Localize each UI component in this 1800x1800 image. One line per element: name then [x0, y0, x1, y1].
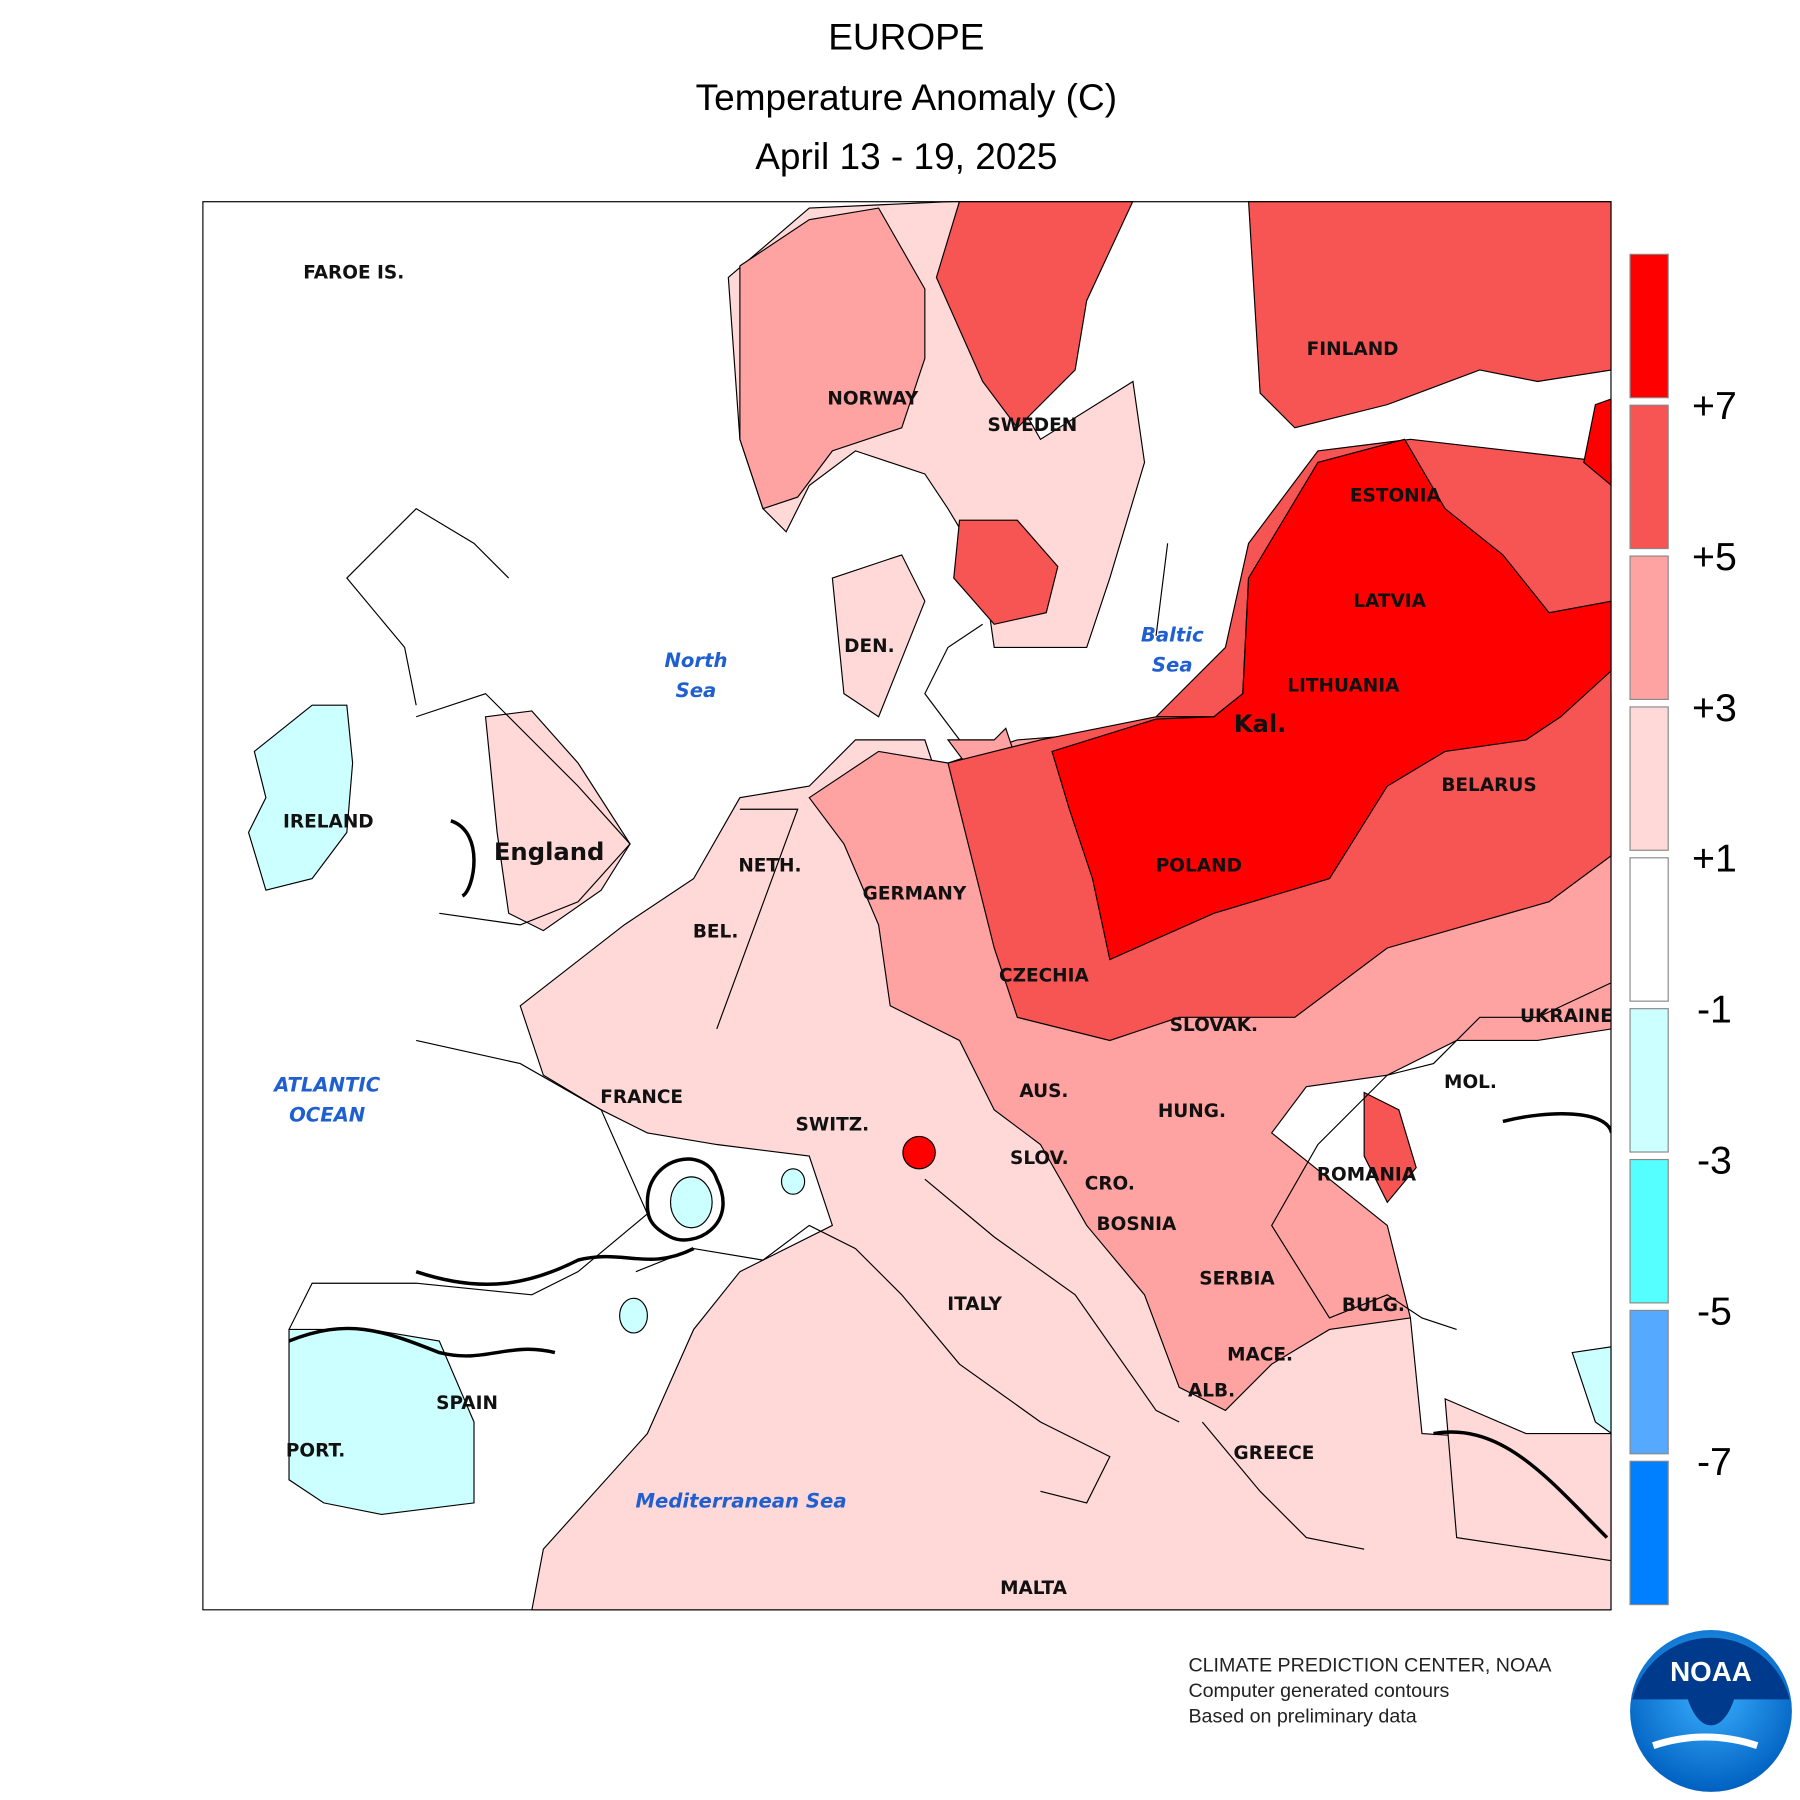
- water-label: Mediterranean Sea: [635, 1490, 846, 1513]
- water-label: OCEAN: [289, 1103, 366, 1126]
- coastline: [288, 507, 1612, 1550]
- country-label: MALTA: [1000, 1578, 1068, 1599]
- country-label: SERBIA: [1199, 1268, 1275, 1289]
- title: EUROPE: [828, 17, 984, 58]
- water-label: Sea: [1152, 654, 1193, 677]
- anomaly-area: [953, 519, 1059, 625]
- water-label: ATLANTIC: [272, 1073, 381, 1096]
- country-label: ROMANIA: [1317, 1164, 1417, 1185]
- anomaly-area: [739, 207, 926, 510]
- map: [202, 201, 1612, 1611]
- map-labels: FAROE IS. NORWAY SWEDEN FINLAND ESTONIA LATVI…: [272, 263, 1613, 1600]
- noaa-logo: NOAA: [1630, 1630, 1792, 1792]
- country-label: LATVIA: [1353, 591, 1426, 612]
- anomaly-area: [247, 704, 354, 891]
- country-label: SWEDEN: [987, 415, 1077, 436]
- water-label: Baltic: [1141, 624, 1204, 647]
- country-label: England: [494, 837, 605, 866]
- legend-tick-label: -3: [1697, 1138, 1732, 1182]
- logo-wave: [1652, 1733, 1759, 1749]
- date-range: April 13 - 19, 2025: [755, 136, 1057, 177]
- country-label: HUNG.: [1158, 1101, 1226, 1122]
- legend-swatch: [1629, 404, 1669, 550]
- country-label: IRELAND: [283, 812, 374, 833]
- anomaly-area: [935, 201, 1134, 429]
- country-label: NETH.: [738, 856, 801, 877]
- country-label: BOSNIA: [1097, 1214, 1177, 1235]
- legend-swatch: [1629, 857, 1669, 1002]
- anomaly-area: [1583, 398, 1612, 487]
- country-label: GREECE: [1234, 1443, 1315, 1464]
- anomaly-area: [669, 1176, 713, 1229]
- country-label: SWITZ.: [796, 1115, 870, 1136]
- credit-line: Computer generated contours: [1188, 1680, 1449, 1702]
- legend-tick-label: -7: [1697, 1440, 1732, 1484]
- legend-swatch: [1629, 1309, 1669, 1455]
- footer: CLIMATE PREDICTION CENTER, NOAA Computer …: [1188, 1655, 1552, 1728]
- country-label: NORWAY: [827, 389, 919, 410]
- country-label: BELARUS: [1441, 775, 1536, 796]
- legend-tick-label: +7: [1692, 384, 1737, 428]
- anomaly-area: [619, 1297, 648, 1334]
- anomaly-area: [1363, 1091, 1417, 1204]
- country-label: FINLAND: [1307, 339, 1399, 360]
- anomaly-area: [1571, 1346, 1612, 1435]
- subtitle: Temperature Anomaly (C): [696, 77, 1117, 118]
- country-label: Kal.: [1234, 709, 1287, 738]
- contour-line: [288, 819, 1612, 1539]
- country-label: POLAND: [1156, 856, 1242, 877]
- country-label: FAROE IS.: [303, 263, 404, 284]
- logo-band: [1632, 1637, 1790, 1726]
- country-label: ALB.: [1188, 1381, 1235, 1402]
- legend-tick-label: -1: [1697, 988, 1732, 1032]
- country-label: SLOV.: [1010, 1148, 1069, 1169]
- legend-tick-label: +3: [1692, 686, 1737, 730]
- legend-swatch: [1629, 253, 1669, 399]
- country-label: BEL.: [693, 922, 739, 943]
- credit-line: Based on preliminary data: [1188, 1706, 1416, 1728]
- legend-swatch: [1629, 1008, 1669, 1153]
- country-label: SPAIN: [436, 1393, 498, 1414]
- country-label: AUS.: [1019, 1081, 1068, 1102]
- water-label: Sea: [676, 679, 717, 702]
- legend-swatch: [1629, 706, 1669, 851]
- country-label: GERMANY: [863, 883, 967, 904]
- country-label: MOL.: [1444, 1072, 1497, 1093]
- country-label: CRO.: [1085, 1174, 1135, 1195]
- anomaly-area: [484, 710, 631, 932]
- country-label: ITALY: [947, 1294, 1002, 1315]
- country-label: DEN.: [844, 636, 894, 657]
- anomaly-area: [288, 1328, 475, 1516]
- country-label: LITHUANIA: [1287, 675, 1400, 696]
- country-label: PORT.: [286, 1441, 345, 1462]
- legend-tick-label: +5: [1692, 535, 1737, 579]
- country-label: UKRAINE: [1520, 1006, 1613, 1027]
- country-label: FRANCE: [600, 1087, 683, 1108]
- color-legend: +7 +5 +3 +1 -1 -3 -5 -7: [1629, 253, 1737, 1606]
- anomaly-area: [831, 554, 926, 718]
- legend-swatch: [1629, 1158, 1669, 1304]
- anomaly-area: [902, 1135, 936, 1170]
- legend-tick-label: +1: [1692, 837, 1737, 881]
- water-label: North: [664, 649, 727, 672]
- country-label: SLOVAK.: [1170, 1015, 1258, 1036]
- anomaly-area: [780, 1168, 806, 1195]
- legend-tick-label: -5: [1697, 1289, 1732, 1333]
- country-label: BULG.: [1342, 1295, 1405, 1316]
- legend-swatch: [1629, 1460, 1669, 1606]
- country-label: ESTONIA: [1350, 486, 1442, 507]
- legend-swatch: [1629, 555, 1669, 700]
- country-label: CZECHIA: [999, 966, 1090, 987]
- logo-text: NOAA: [1670, 1656, 1752, 1687]
- country-label: MACE.: [1227, 1345, 1293, 1366]
- anomaly-area: [1247, 201, 1612, 429]
- credit-line: CLIMATE PREDICTION CENTER, NOAA: [1188, 1655, 1552, 1677]
